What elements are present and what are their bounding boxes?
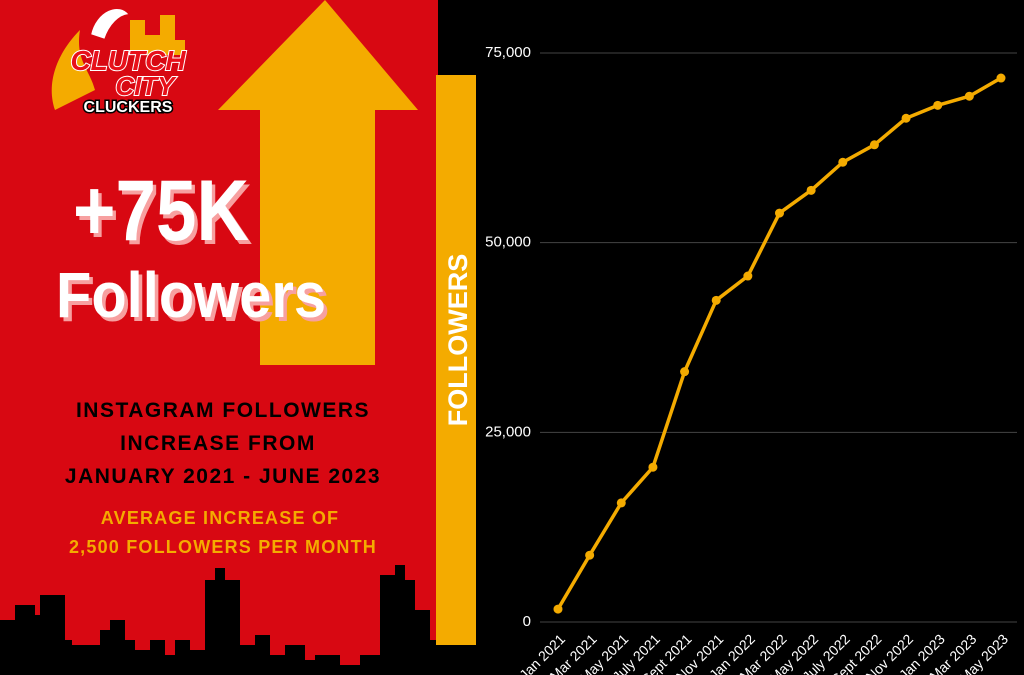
point — [553, 604, 563, 614]
point — [838, 157, 848, 167]
y-tick-label: 50,000 — [485, 234, 531, 251]
description: INCREASE FROM — [120, 432, 316, 455]
point — [648, 462, 658, 472]
point — [775, 208, 784, 218]
arrow — [218, 0, 418, 365]
y-tick-label: 0 — [523, 613, 531, 630]
logo-skyline — [130, 15, 185, 55]
description: JANUARY 2021 - JUNE 2023 — [65, 465, 381, 488]
logo-text: CLUCKERS — [84, 99, 173, 116]
logo-flame — [51, 30, 95, 110]
y-tick-label: 25,000 — [485, 423, 531, 440]
y-tick-label: 75,000 — [485, 44, 531, 61]
point — [869, 140, 879, 150]
note: AVERAGE INCREASE OF — [101, 508, 340, 528]
skyline — [0, 565, 438, 675]
point — [585, 550, 595, 560]
logo-text: CLUTCH — [70, 45, 186, 76]
point — [616, 498, 626, 508]
point — [996, 73, 1006, 83]
y-axis-label: FOLLOWERS — [443, 254, 473, 426]
logo: CLUTCH CITY CLUCKERS — [51, 6, 187, 118]
point — [743, 271, 753, 281]
point — [806, 185, 816, 195]
point — [964, 91, 974, 101]
subheadline: Followers — [56, 259, 326, 331]
logo-bird — [88, 6, 132, 42]
description: INSTAGRAM FOLLOWERS — [76, 399, 370, 422]
point — [901, 113, 911, 123]
logo-text: CITY — [115, 71, 177, 101]
point — [680, 367, 690, 377]
note: 2,500 FOLLOWERS PER MONTH — [69, 537, 377, 557]
point — [711, 295, 721, 305]
headline: +75K — [73, 163, 249, 259]
point — [933, 100, 943, 110]
y-label-band — [436, 75, 476, 645]
